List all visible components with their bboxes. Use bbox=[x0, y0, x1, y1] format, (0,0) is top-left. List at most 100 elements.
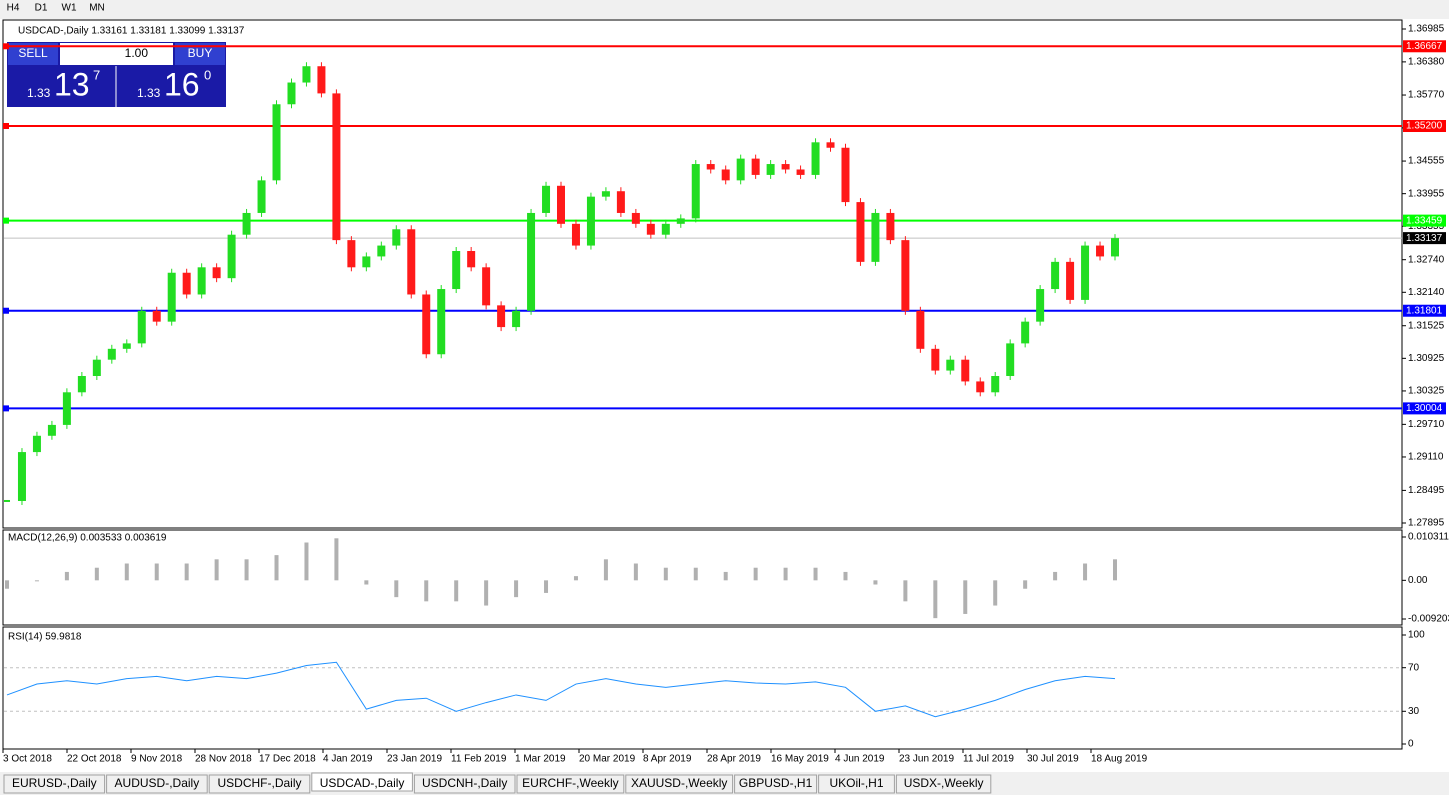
y-tick-label: 1.30325 bbox=[1408, 386, 1445, 397]
macd-bar bbox=[214, 559, 219, 581]
macd-bar bbox=[933, 580, 938, 619]
y-tick-label: 100 bbox=[1408, 630, 1425, 641]
level-tag bbox=[1403, 214, 1446, 227]
tab-label[interactable]: UKOil-,H1 bbox=[829, 776, 883, 790]
tab[interactable] bbox=[895, 774, 992, 794]
lot-input[interactable] bbox=[60, 43, 173, 65]
candle bbox=[332, 93, 341, 241]
macd-bar bbox=[1113, 559, 1117, 581]
buy-label[interactable]: BUY bbox=[188, 46, 213, 60]
candle bbox=[856, 202, 865, 262]
y-tick-label: 1.29110 bbox=[1408, 452, 1444, 463]
candle bbox=[347, 240, 356, 268]
buy-pips: 16 bbox=[164, 66, 200, 102]
tab[interactable] bbox=[734, 774, 818, 794]
tab[interactable] bbox=[625, 774, 734, 794]
macd-bar bbox=[1083, 563, 1088, 581]
x-tick-label: 1 Mar 2019 bbox=[515, 754, 566, 765]
candle bbox=[392, 229, 401, 246]
symbol-header: USDCAD-,Daily 1.33161 1.33181 1.33099 1.… bbox=[18, 26, 245, 37]
candle bbox=[422, 294, 431, 355]
macd-bar bbox=[723, 571, 728, 581]
candle bbox=[706, 164, 715, 170]
tab-label[interactable]: EURUSD-,Daily bbox=[12, 776, 97, 790]
candle bbox=[916, 310, 925, 349]
tab[interactable] bbox=[3, 774, 106, 794]
macd-bar bbox=[873, 580, 878, 585]
level-handle bbox=[3, 43, 9, 50]
macd-bar bbox=[514, 580, 519, 598]
rsi-title: RSI(14) 59.9818 bbox=[8, 632, 82, 643]
tab-label[interactable]: GBPUSD-,H1 bbox=[739, 776, 813, 790]
tab-label[interactable]: AUDUSD-,Daily bbox=[115, 776, 200, 790]
candle bbox=[212, 267, 221, 279]
tab-label[interactable]: USDCNH-,Daily bbox=[422, 776, 507, 790]
tab[interactable] bbox=[516, 774, 625, 794]
x-tick-label: 4 Jun 2019 bbox=[835, 754, 885, 765]
tab-label[interactable]: XAUUSD-,Weekly bbox=[631, 776, 727, 790]
macd-bar bbox=[783, 567, 788, 581]
candle bbox=[886, 212, 895, 241]
candle bbox=[557, 185, 565, 224]
tab[interactable] bbox=[413, 774, 516, 794]
candle bbox=[781, 164, 790, 170]
candle bbox=[691, 164, 700, 219]
candle bbox=[137, 310, 146, 344]
level-handle bbox=[3, 123, 9, 130]
y-tick-label: 0.010311 bbox=[1408, 532, 1449, 543]
candle bbox=[452, 251, 461, 290]
tab-label[interactable]: USDX-,Weekly bbox=[904, 776, 984, 790]
macd-bar bbox=[903, 580, 908, 602]
candle bbox=[437, 289, 446, 355]
tab[interactable] bbox=[311, 772, 413, 792]
macd-bar bbox=[484, 580, 489, 606]
tab[interactable] bbox=[208, 774, 311, 794]
candle bbox=[527, 212, 536, 311]
candle bbox=[377, 245, 386, 257]
sell-button[interactable] bbox=[8, 43, 58, 65]
macd-bar bbox=[64, 571, 69, 581]
macd-bar bbox=[663, 567, 668, 581]
lot-value[interactable]: 1.00 bbox=[125, 46, 149, 60]
macd-bar bbox=[693, 567, 698, 581]
macd-bar bbox=[334, 538, 339, 581]
sell-label[interactable]: SELL bbox=[18, 46, 48, 60]
macd-bar bbox=[94, 567, 99, 581]
x-tick-label: 23 Jun 2019 bbox=[899, 754, 954, 765]
x-tick-label: 28 Apr 2019 bbox=[707, 754, 761, 765]
candle bbox=[512, 310, 521, 328]
tab[interactable] bbox=[818, 774, 895, 794]
macd-bar bbox=[1053, 571, 1058, 581]
current-price-label: 1.33137 bbox=[1406, 233, 1443, 244]
tab-label[interactable]: EURCHF-,Weekly bbox=[522, 776, 618, 790]
timeframe-button[interactable]: MN bbox=[89, 3, 105, 14]
tab-label[interactable]: USDCHF-,Daily bbox=[218, 776, 302, 790]
level-handle bbox=[3, 307, 9, 314]
level-tag bbox=[1403, 120, 1446, 133]
y-tick-label: 70 bbox=[1408, 662, 1420, 673]
tab[interactable] bbox=[106, 774, 208, 794]
candle bbox=[362, 256, 371, 268]
x-tick-label: 17 Dec 2018 bbox=[259, 754, 316, 765]
y-tick-label: 1.32140 bbox=[1408, 287, 1445, 298]
macd-bar bbox=[394, 580, 399, 598]
tab-label[interactable]: USDCAD-,Daily bbox=[320, 776, 405, 790]
timeframe-button[interactable]: H4 bbox=[7, 3, 20, 14]
candle bbox=[1111, 238, 1119, 257]
level-tag bbox=[1403, 304, 1446, 317]
candle bbox=[302, 66, 311, 83]
candle bbox=[1021, 321, 1030, 344]
buy-button[interactable] bbox=[175, 43, 225, 65]
macd-bar bbox=[184, 563, 189, 581]
candle bbox=[796, 169, 805, 175]
timeframe-button[interactable]: W1 bbox=[62, 3, 77, 14]
macd-bar bbox=[843, 571, 848, 581]
macd-bar bbox=[963, 580, 968, 614]
y-tick-label: 0 bbox=[1408, 739, 1414, 750]
macd-bar bbox=[633, 563, 638, 581]
timeframe-button[interactable]: D1 bbox=[35, 3, 48, 14]
candle bbox=[766, 164, 775, 175]
y-tick-label: 1.27895 bbox=[1408, 518, 1445, 529]
